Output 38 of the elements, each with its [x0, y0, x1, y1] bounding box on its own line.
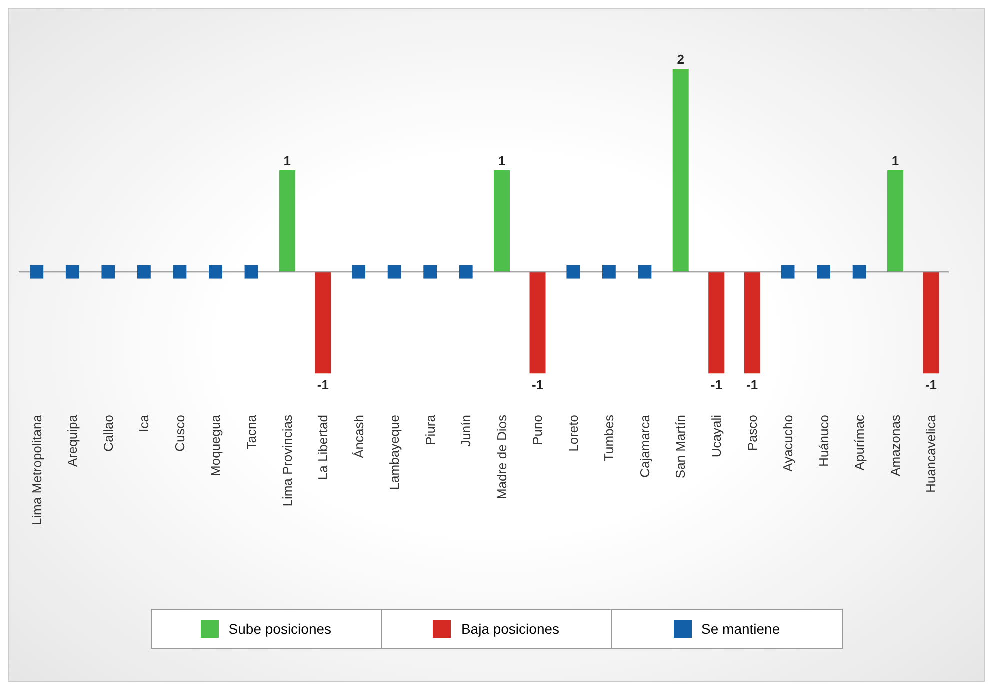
x-tick-label: Piura — [422, 414, 438, 446]
x-tick-label: Madre de Dios — [494, 414, 510, 500]
x-tick-label: Lambayeque — [387, 415, 402, 490]
x-tick-label: Huánuco — [816, 415, 832, 468]
x-tick-label: Puno — [530, 415, 546, 446]
x-tick-label: Huancavelica — [924, 414, 939, 494]
legend-label: Sube posiciones — [228, 621, 332, 637]
x-tick-label: Cusco — [172, 415, 188, 452]
x-tick-label: Amazonas — [888, 414, 903, 476]
x-tick-label: La Libertad — [316, 415, 331, 480]
x-tick-label: Loreto — [566, 415, 581, 452]
data-label: -1 — [710, 378, 722, 393]
data-label: 1 — [892, 154, 900, 169]
x-tick-label: Ayacucho — [780, 415, 796, 472]
x-tick-label: Áncash — [351, 415, 366, 458]
x-tick-label: Pasco — [744, 415, 760, 452]
x-tick-label: Ica — [136, 414, 152, 432]
legend-label: Baja posiciones — [461, 621, 560, 637]
data-label: -1 — [532, 378, 544, 393]
x-tick-label: Lima Metropolitana — [29, 414, 44, 526]
x-tick-label: Lima Provincias — [280, 414, 295, 507]
x-tick-label: Moquegua — [208, 414, 224, 476]
x-tick-label: Junín — [458, 415, 474, 447]
data-label: 2 — [677, 52, 684, 67]
x-tick-label: Tacna — [244, 414, 259, 450]
legend-label: Se mantiene — [702, 621, 780, 637]
x-tick-label: San Martín — [673, 415, 688, 479]
data-label: 1 — [498, 154, 506, 169]
x-tick-label: Ucayali — [709, 414, 724, 458]
x-tick-label: Arequipa — [65, 414, 80, 468]
x-tick-label: Cajamarca — [637, 414, 652, 478]
data-label: -1 — [925, 378, 938, 393]
x-tick-label: Tumbes — [602, 414, 617, 462]
data-label: 1 — [284, 154, 291, 169]
data-label: -1 — [317, 378, 329, 393]
x-tick-label: Apurímac — [852, 414, 868, 471]
data-label: -1 — [746, 378, 758, 393]
x-tick-label: Callao — [100, 415, 116, 452]
